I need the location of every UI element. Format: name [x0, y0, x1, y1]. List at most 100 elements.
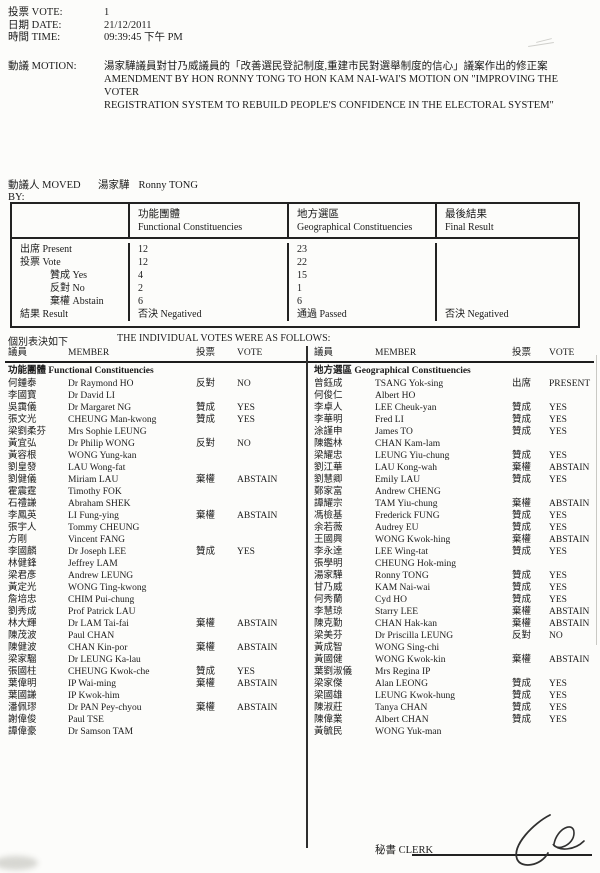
member-vote-en [549, 642, 596, 654]
member-vote-zh: 棄權 [196, 643, 216, 653]
member-name-zh: 劉健儀 [8, 475, 37, 485]
member-name-en: WONG Kwok-hing [375, 535, 451, 545]
member-name-zh: 吳靄儀 [8, 403, 37, 413]
member-vote-en: ABSTAIN [549, 655, 590, 665]
moved-by-row: 動議人 MOVED BY: 湯家驊 Ronny TONG [8, 177, 207, 203]
member-row: 王國興 WONG Kwok-hing 棄權 ABSTAIN [314, 534, 596, 546]
member-vote-zh: 贊成 [512, 547, 532, 557]
member-vote-en: YES [549, 715, 567, 725]
motion-section: 動議 MOTION: 湯家驊議員對甘乃威議員的「改善選民登記制度,重建市民對選舉… [8, 60, 582, 112]
member-name-zh: 劉慧卿 [314, 475, 343, 485]
summary-geographical-value: 6 [289, 295, 437, 308]
member-name-en: Dr Margaret NG [68, 403, 132, 413]
time-row: 時間 TIME: 09:39:45 下午 PM [8, 32, 183, 45]
member-name-en: WONG Sing-chi [375, 643, 440, 653]
member-vote-zh: 贊成 [196, 415, 216, 425]
member-vote-zh [196, 606, 237, 618]
member-name-zh: 梁耀忠 [314, 451, 343, 461]
member-name-en: Dr PAN Pey-chyou [68, 703, 142, 713]
member-name-en: Jeffrey LAM [68, 559, 118, 569]
member-vote-zh [196, 630, 237, 642]
member-vote-zh [196, 486, 237, 498]
functional-group-header: 功能團體 Functional Constituencies [8, 366, 154, 376]
member-name-en: Prof Patrick LAU [68, 607, 136, 617]
member-vote-en: YES [549, 595, 567, 605]
member-name-en: Ronny TONG [375, 571, 429, 581]
meta-section: 投票 VOTE: 1 日期 DATE: 21/12/2011 時間 TIME: … [8, 7, 183, 45]
member-vote-en: YES [237, 415, 255, 425]
member-name-zh: 謝偉俊 [8, 715, 37, 725]
member-name-en: Alan LEONG [375, 679, 429, 689]
member-row: 梁君彥 Andrew LEUNG [8, 570, 302, 582]
member-name-en: CHEUNG Hok-ming [375, 559, 457, 569]
motion-label: 動議 MOTION: [8, 61, 77, 72]
date-row: 日期 DATE: 21/12/2011 [8, 20, 183, 33]
member-vote-en: ABSTAIN [549, 463, 590, 473]
member-name-en: Paul TSE [68, 715, 104, 725]
member-name-zh: 陳鑑林 [314, 439, 343, 449]
member-row: 潘佩璆 Dr PAN Pey-chyou 棄權 ABSTAIN [8, 702, 302, 714]
member-name-en: Cyd HO [375, 595, 407, 605]
member-vote-zh: 棄權 [512, 535, 532, 545]
mover-name-en: Ronny TONG [138, 180, 198, 191]
summary-col-final: 最後結果 Final Result [437, 204, 578, 237]
member-row: 林大輝 Dr LAM Tai-fai 棄權 ABSTAIN [8, 618, 302, 630]
member-name-zh: 葉劉淑儀 [314, 667, 353, 677]
scan-smudge-top-right [528, 38, 554, 49]
member-vote-zh [196, 714, 237, 726]
summary-row-label: 反對 No [12, 282, 130, 295]
member-row: 詹培忠 CHIM Pui-chung [8, 594, 302, 606]
member-row: 黃成智 WONG Sing-chi [314, 642, 596, 654]
member-name-en: Albert CHAN [375, 715, 429, 725]
member-vote-en [237, 594, 302, 606]
member-vote-zh [512, 486, 549, 498]
member-vote-en [549, 558, 596, 570]
member-vote-en [549, 486, 596, 498]
member-name-en: CHAN Hak-kan [375, 619, 438, 629]
member-row: 陳克勤 CHAN Hak-kan 棄權 ABSTAIN [314, 618, 596, 630]
member-row: 謝偉俊 Paul TSE [8, 714, 302, 726]
member-vote-zh: 贊成 [512, 451, 532, 461]
member-vote-en [549, 390, 596, 402]
col-vote-en: VOTE [237, 348, 263, 358]
member-name-zh: 黃宜弘 [8, 439, 37, 449]
member-vote-zh: 棄權 [512, 655, 532, 665]
member-vote-zh [512, 558, 549, 570]
member-row: 李國寶 Dr David LI [8, 390, 302, 402]
member-row: 陳健波 CHAN Kin-por 棄權 ABSTAIN [8, 642, 302, 654]
member-vote-zh: 贊成 [512, 595, 532, 605]
summary-table: 功能團體 Functional Constituencies 地方選區 Geog… [10, 202, 580, 328]
member-name-en: Timothy FOK [68, 487, 122, 497]
motion-line-zh: 湯家驊議員對甘乃威議員的「改善選民登記制度,重建市民對選舉制度的信心」議案作出的… [104, 61, 548, 72]
member-name-en: IP Wai-ming [68, 679, 117, 689]
member-row: 葉劉淑儀 Mrs Regina IP [314, 666, 596, 678]
member-row: 何俊仁 Albert HO [314, 390, 596, 402]
member-row: 梁耀忠 LEUNG Yiu-chung 贊成 YES [314, 450, 596, 462]
member-name-zh: 潘佩璆 [8, 703, 37, 713]
member-vote-en: ABSTAIN [549, 535, 590, 545]
member-name-en: James TO [375, 427, 413, 437]
summary-geographical-value: 通過 Passed [289, 308, 437, 321]
member-vote-zh: 贊成 [512, 427, 532, 437]
member-vote-zh: 贊成 [512, 583, 532, 593]
member-table-header-left: 議員 MEMBER 投票 VOTE [8, 347, 300, 359]
functional-header-en: Functional Constituencies [138, 222, 243, 233]
member-vote-en: YES [549, 691, 567, 701]
member-vote-en [237, 426, 302, 438]
summary-functional-value: 4 [130, 269, 289, 282]
member-vote-en: YES [549, 475, 567, 485]
member-name-en: LAU Wong-fat [68, 463, 126, 473]
summary-geographical-value: 22 [289, 256, 437, 269]
member-name-zh: 梁家騮 [8, 655, 37, 665]
summary-final-value [437, 295, 578, 308]
member-name-zh: 王國興 [314, 535, 343, 545]
summary-row-label: 投票 Vote [12, 256, 130, 269]
member-row: 黃毓民 WONG Yuk-man [314, 726, 596, 738]
member-vote-en: YES [549, 703, 567, 713]
member-vote-en [237, 630, 302, 642]
geographical-constituencies-list: 地方選區 Geographical Constituencies 曾鈺成 TSA… [314, 365, 596, 738]
member-row: 梁家傑 Alan LEONG 贊成 YES [314, 678, 596, 690]
member-name-zh: 李鳳英 [8, 511, 37, 521]
member-name-en: WONG Yuk-man [375, 727, 442, 737]
member-vote-zh [196, 558, 237, 570]
